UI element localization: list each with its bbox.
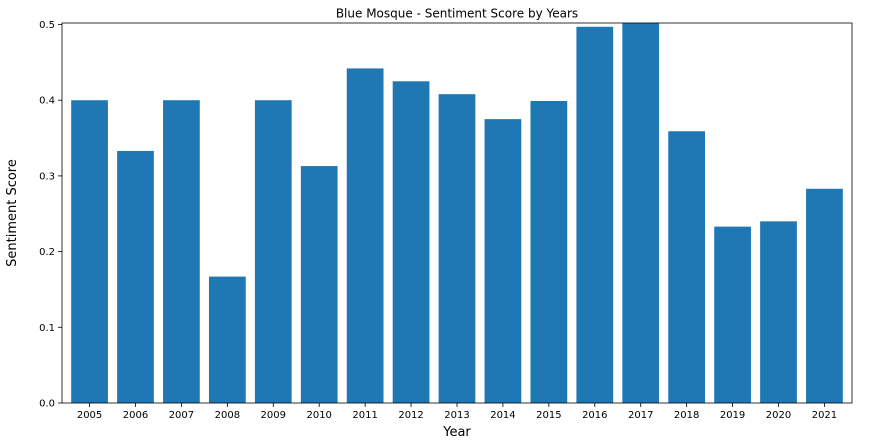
bar-2006 [117,150,154,403]
bar-2012 [392,81,430,403]
y-tick-label: 0.3 [39,171,55,182]
x-tick-label: 2014 [490,410,515,421]
y-axis-label: Sentiment Score [5,159,20,267]
y-tick-label: 0.5 [39,20,55,31]
x-tick-label: 2015 [536,410,561,421]
x-tick-label: 2009 [261,410,286,421]
x-tick-label: 2008 [215,410,240,421]
bar-2009 [254,100,292,404]
bar-2014 [484,119,522,403]
chart-title: Blue Mosque - Sentiment Score by Years [336,7,578,21]
bar-2016 [576,26,614,404]
x-tick-label: 2007 [169,410,194,421]
bar-2017 [622,23,660,403]
bar-2018 [668,131,706,403]
x-tick-label: 2006 [123,410,148,421]
bars-group [71,23,843,404]
bar-2020 [760,221,797,403]
bar-2021 [806,188,843,403]
plot-area-frame [61,22,853,404]
x-tick-label: 2016 [582,410,607,421]
y-tick-label: 0.0 [39,399,55,410]
bar-2007 [163,100,200,404]
bar-2019 [714,226,751,403]
bar-2008 [208,276,246,403]
bar-2011 [346,68,384,404]
x-axis-ticks: 2005 2006 2007 2008 2009 2010 2011 2012 2013 2014… [77,403,837,421]
x-tick-label: 2010 [306,410,331,421]
bar-2013 [438,94,476,403]
bar-2010 [300,166,338,403]
x-tick-label: 2013 [444,410,469,421]
x-axis-label: Year [442,425,471,440]
x-tick-label: 2018 [674,410,699,421]
y-tick-label: 0.4 [39,96,55,107]
x-tick-label: 2019 [720,410,745,421]
bar-2015 [530,100,568,403]
x-tick-label: 2017 [628,410,653,421]
y-tick-label: 0.2 [39,247,55,258]
y-axis-ticks: 0.0 0.1 0.2 0.3 0.4 0.5 [39,20,62,410]
x-tick-label: 2020 [766,410,791,421]
x-tick-label: 2011 [352,410,377,421]
y-tick-label: 0.1 [39,323,55,334]
x-tick-label: 2005 [77,410,102,421]
bar-2005 [71,100,108,404]
x-tick-label: 2012 [398,410,423,421]
x-tick-label: 2021 [812,410,837,421]
